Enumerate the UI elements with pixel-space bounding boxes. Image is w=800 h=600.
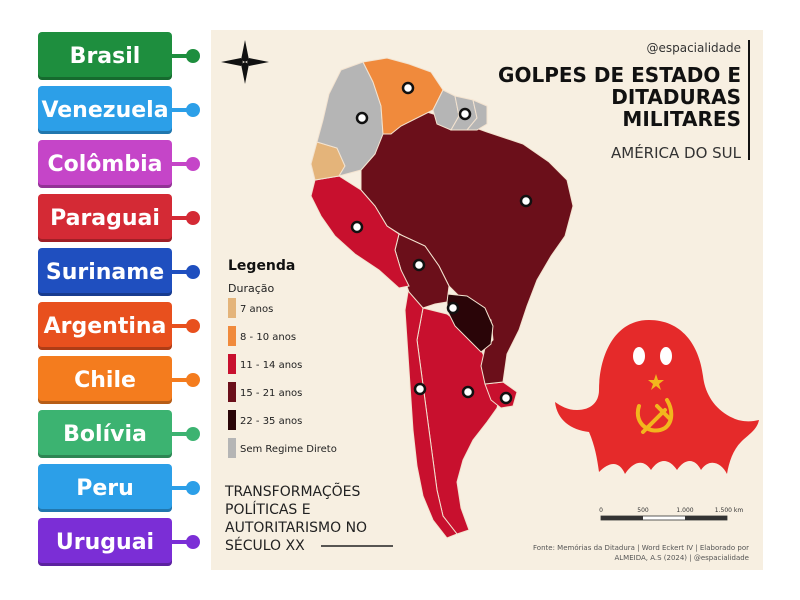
compass-icon <box>221 40 269 84</box>
legend-swatch <box>228 438 236 458</box>
source-line-1: Fonte: Memórias da Ditadura | Word Ecker… <box>533 544 749 552</box>
label-anchor-dot[interactable] <box>186 157 200 171</box>
label-connector <box>172 486 188 490</box>
label-connector <box>172 378 188 382</box>
marker-paraguay[interactable] <box>446 301 460 315</box>
label-tile-chile[interactable]: Chile <box>38 356 172 404</box>
label-anchor-dot[interactable] <box>186 481 200 495</box>
marker-venezuela[interactable] <box>401 81 415 95</box>
label-anchor-dot[interactable] <box>186 49 200 63</box>
label-anchor-dot[interactable] <box>186 265 200 279</box>
side-title-line-1: TRANSFORMAÇÕES <box>224 483 360 500</box>
label-anchor-dot[interactable] <box>186 103 200 117</box>
label-tile-paraguai[interactable]: Paraguai <box>38 194 172 242</box>
legend-label: 8 - 10 anos <box>240 332 296 343</box>
marker-brazil[interactable] <box>519 194 533 208</box>
map-image: @espacialidade GOLPES DE ESTADO E DITADU… <box>211 30 763 570</box>
legend-label: 22 - 35 anos <box>240 416 302 427</box>
label-connector <box>172 162 188 166</box>
label-anchor-dot[interactable] <box>186 211 200 225</box>
hammer-sickle-icon <box>635 398 674 434</box>
side-title-line-2: POLÍTICAS E <box>225 501 311 518</box>
region-venezuela <box>362 57 444 135</box>
scale-label: 1.500 km <box>715 507 744 514</box>
label-connector <box>172 108 188 112</box>
label-tile-suriname[interactable]: Suriname <box>38 248 172 296</box>
legend-swatch <box>228 354 236 374</box>
label-tile-uruguai[interactable]: Uruguai <box>38 518 172 566</box>
scale-label: 1.000 <box>676 507 693 514</box>
label-connector <box>172 324 188 328</box>
side-title-line-3: AUTORITARISMO NO <box>225 520 367 536</box>
map-title-line-2: DITADURAS <box>611 85 741 109</box>
label-tile-colombia[interactable]: Colômbia <box>38 140 172 188</box>
marker-argentina[interactable] <box>461 385 475 399</box>
label-tile-argentina[interactable]: Argentina <box>38 302 172 350</box>
label-anchor-dot[interactable] <box>186 373 200 387</box>
label-tile-venezuela[interactable]: Venezuela <box>38 86 172 134</box>
map-title-line-3: MILITARES <box>622 107 741 131</box>
marker-uruguay[interactable] <box>499 391 513 405</box>
scale-label: 0 <box>599 507 603 514</box>
marker-peru[interactable] <box>350 220 364 234</box>
scale-bar: 0 500 1.000 1.500 km <box>599 507 744 521</box>
ghost-illustration <box>555 320 759 474</box>
label-tile-peru[interactable]: Peru <box>38 464 172 512</box>
marker-suriname[interactable] <box>458 107 472 121</box>
region-french-guiana <box>465 99 488 131</box>
legend-swatch <box>228 326 236 346</box>
label-anchor-dot[interactable] <box>186 319 200 333</box>
region-chile <box>404 284 458 539</box>
label-connector <box>172 54 188 58</box>
legend: 7 anos 8 - 10 anos 11 - 14 anos 15 - 21 … <box>228 298 337 458</box>
map-subtitle: AMÉRICA DO SUL <box>611 143 742 162</box>
legend-label: 7 anos <box>240 304 273 315</box>
label-connector <box>172 432 188 436</box>
legend-title: Legenda <box>228 258 295 274</box>
legend-subtitle: Duração <box>228 282 274 295</box>
marker-bolivia[interactable] <box>412 258 426 272</box>
scale-label: 500 <box>637 507 649 514</box>
map-handle: @espacialidade <box>646 41 741 55</box>
label-tile-brasil[interactable]: Brasil <box>38 32 172 80</box>
map-title-line-1: GOLPES DE ESTADO E <box>498 63 741 87</box>
label-tile-bolivia[interactable]: Bolívia <box>38 410 172 458</box>
label-connector <box>172 270 188 274</box>
label-anchor-dot[interactable] <box>186 427 200 441</box>
source-line-2: ALMEIDA, A.S (2024) | @espacialidade <box>614 554 749 562</box>
side-title-line-4: SÉCULO XX <box>225 537 305 554</box>
star-icon <box>648 374 664 390</box>
legend-swatch <box>228 298 236 318</box>
legend-label: Sem Regime Direto <box>240 444 337 455</box>
legend-swatch <box>228 410 236 430</box>
label-connector <box>172 216 188 220</box>
label-panel: Brasil Venezuela Colômbia Paraguai Surin… <box>0 0 210 600</box>
label-anchor-dot[interactable] <box>186 535 200 549</box>
map-markers <box>350 81 533 405</box>
legend-label: 15 - 21 anos <box>240 388 302 399</box>
legend-swatch <box>228 382 236 402</box>
map-svg: @espacialidade GOLPES DE ESTADO E DITADU… <box>221 40 759 562</box>
legend-label: 11 - 14 anos <box>240 360 302 371</box>
label-connector <box>172 540 188 544</box>
marker-chile[interactable] <box>413 382 427 396</box>
marker-colombia[interactable] <box>355 111 369 125</box>
